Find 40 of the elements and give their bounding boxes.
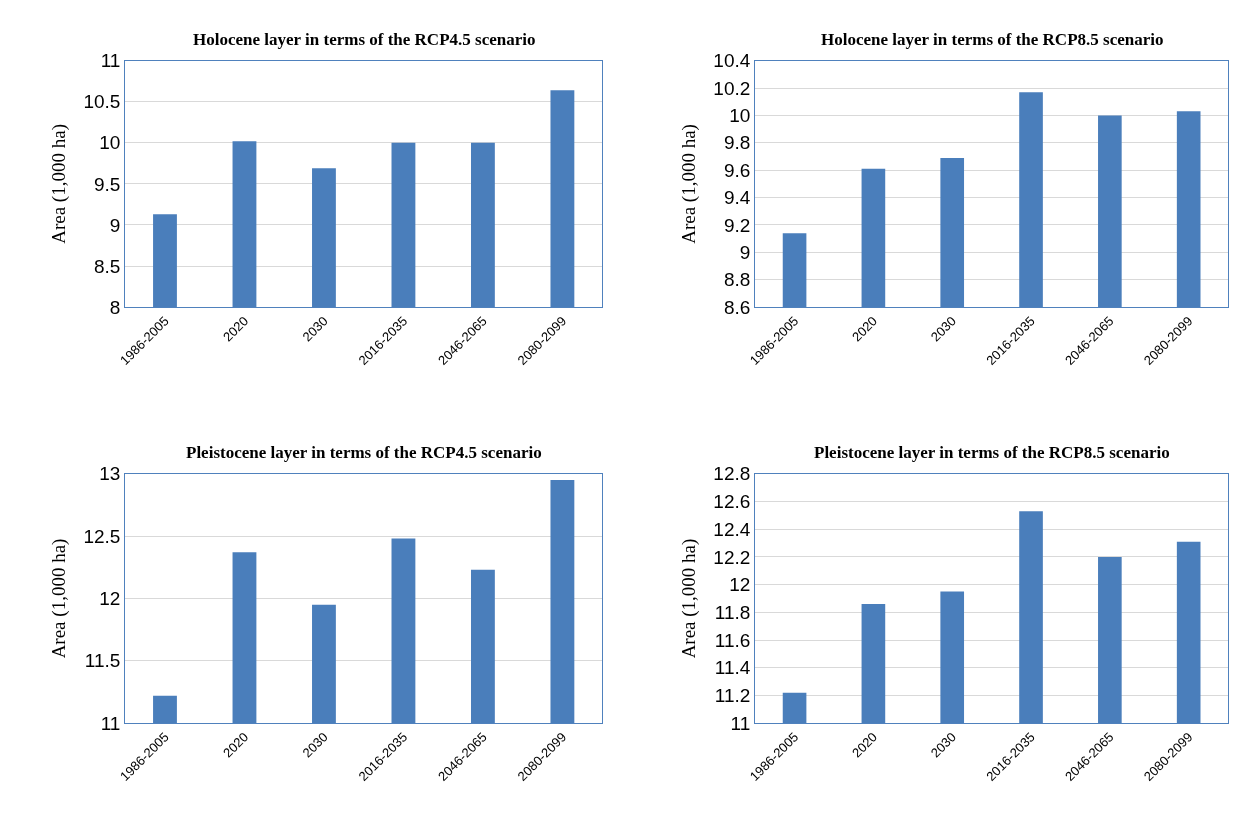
y-tick-label: 11 (730, 712, 751, 734)
y-tick-label: 9.2 (723, 214, 751, 236)
y-tick-label: 9 (739, 242, 751, 264)
y-tick-label: 12.6 (713, 491, 751, 513)
y-tick-label: 11.5 (84, 650, 121, 672)
y-tick-label: 9.8 (723, 132, 751, 154)
y-tick-label: 12.8 (713, 463, 751, 485)
y-axis-title: Area (1,000 ha) (48, 538, 71, 659)
y-tick-label: 9 (109, 214, 121, 236)
y-tick-label: 10.5 (83, 91, 121, 113)
y-tick-label: 8 (109, 296, 121, 318)
chart-title: Pleistocene layer in terms of the RCP8.5 scenario (814, 443, 1170, 462)
y-tick-label: 10 (99, 132, 121, 154)
y-tick-label: 11.8 (714, 601, 751, 623)
y-axis-title: Area (1,000 ha) (678, 538, 701, 659)
y-tick-label: 13 (99, 463, 121, 485)
y-tick-label: 11.4 (714, 657, 751, 679)
y-tick-label: 10.4 (713, 50, 751, 72)
y-tick-label: 12.5 (83, 525, 121, 547)
y-tick-label: 9.5 (94, 173, 121, 195)
y-axis-title: Area (1,000 ha) (48, 124, 71, 244)
y-tick-label: 11 (100, 50, 121, 72)
y-axis-title: Area (1,000 ha) (678, 124, 701, 244)
y-tick-label: 11 (100, 712, 121, 734)
y-tick-label: 11.2 (714, 685, 751, 707)
y-tick-label: 9.6 (723, 159, 751, 181)
chart-title: Holocene layer in terms of the RCP4.5 scenario (193, 30, 536, 49)
y-tick-label: 8.5 (94, 255, 121, 277)
y-tick-label: 12.2 (713, 546, 751, 568)
y-tick-label: 8.6 (723, 296, 751, 318)
y-tick-label: 10.2 (713, 77, 751, 99)
y-tick-label: 12.4 (713, 518, 751, 540)
chart-title: Pleistocene layer in terms of the RCP4.5 scenario (186, 443, 542, 462)
y-tick-label: 11.6 (714, 629, 751, 651)
y-tick-label: 12 (729, 574, 751, 596)
y-tick-label: 12 (99, 588, 121, 610)
y-tick-label: 9.4 (723, 187, 751, 209)
chart-title: Holocene layer in terms of the RCP8.5 scenario (821, 30, 1164, 49)
y-tick-label: 10 (729, 105, 751, 127)
y-tick-label: 8.8 (723, 269, 751, 291)
